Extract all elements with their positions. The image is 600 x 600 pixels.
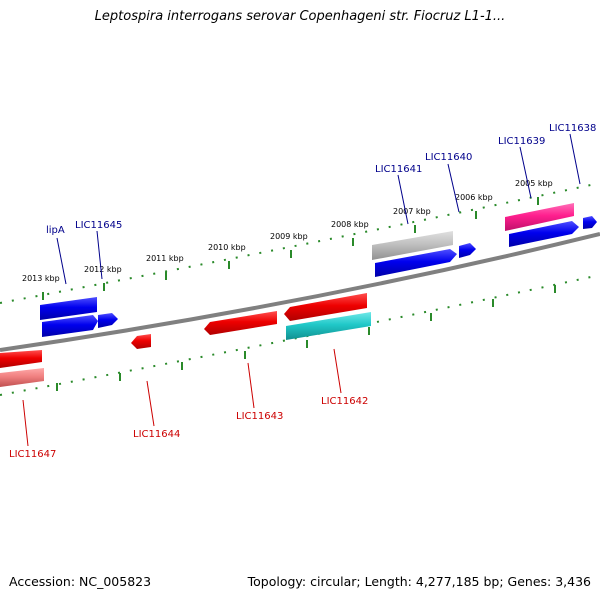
ruler-forward-track — [0, 182, 600, 304]
gene-label-lipa[interactable]: lipA — [46, 225, 65, 236]
gene-arrow-lic11647-faded[interactable] — [0, 368, 44, 387]
gene-label-lic11640[interactable]: LIC11640 — [425, 152, 472, 163]
ruler-label-2006: 2006 kbp — [455, 193, 493, 202]
genome-stats-text: Topology: circular; Length: 4,277,185 bp… — [247, 574, 591, 589]
gene-arrow-lic11639[interactable] — [509, 221, 579, 247]
gene-label-lic11644[interactable]: LIC11644 — [133, 429, 180, 440]
gene-label-lic11645[interactable]: LIC11645 — [75, 220, 122, 231]
ruler-reverse-ticks — [56, 285, 556, 391]
gene-arrow-lic11644[interactable] — [131, 334, 151, 349]
gene-label-lic11641[interactable]: LIC11641 — [375, 164, 422, 175]
genome-backbone — [0, 232, 600, 352]
gene-arrow-lic11641-pseudo[interactable] — [372, 231, 453, 260]
ruler-label-2007: 2007 kbp — [393, 207, 431, 216]
gene-label-lic11642[interactable]: LIC11642 — [321, 396, 368, 407]
leader-line-lic11641 — [397, 174, 409, 225]
map-title: Leptospira interrogans serovar Copenhage… — [94, 9, 506, 24]
ruler-forward-ticks — [42, 197, 539, 300]
ruler-label-2009: 2009 kbp — [270, 232, 308, 241]
ruler-label-2008: 2008 kbp — [331, 220, 369, 229]
gene-arrow-small-fwd-b[interactable] — [459, 243, 476, 258]
leader-line-lic11645 — [96, 230, 103, 280]
gene-arrow-lic11638[interactable] — [583, 216, 597, 229]
gene-label-lic11643[interactable]: LIC11643 — [236, 411, 283, 422]
ruler-reverse-track — [0, 274, 600, 396]
gene-arrow-lipa[interactable] — [40, 297, 97, 320]
gene-label-lic11639[interactable]: LIC11639 — [498, 136, 545, 147]
reverse-label-leaders — [22, 348, 342, 447]
forward-label-leaders — [56, 133, 581, 285]
gene-arrow-lic11647[interactable] — [0, 350, 42, 368]
gene-arrow-lic11642-rna[interactable] — [286, 312, 371, 340]
ruler-label-2012: 2012 kbp — [84, 265, 122, 274]
leader-line-lipa — [56, 237, 67, 285]
leader-line-lic11644 — [146, 380, 155, 427]
ruler-label-2010: 2010 kbp — [208, 243, 246, 252]
gene-arrow-small-fwd-a[interactable] — [98, 313, 118, 328]
leader-line-lic11639 — [519, 146, 532, 199]
ruler-label-2005: 2005 kbp — [515, 179, 553, 188]
ruler-label-2011: 2011 kbp — [146, 254, 184, 263]
gene-label-lic11638[interactable]: LIC11638 — [549, 123, 596, 134]
gene-arrow-lic11642[interactable] — [284, 293, 367, 321]
leader-line-lic11640 — [447, 163, 460, 213]
gene-arrow-lic11639-highlight[interactable] — [505, 203, 574, 231]
leader-line-lic11647 — [22, 399, 29, 447]
gene-arrow-lic11641[interactable] — [375, 249, 457, 277]
leader-line-lic11638 — [569, 133, 581, 185]
gene-arrow-lic11643[interactable] — [204, 311, 277, 335]
leader-line-lic11642 — [333, 348, 342, 394]
gene-label-lic11647[interactable]: LIC11647 — [9, 449, 56, 460]
leader-line-lic11643 — [247, 362, 255, 409]
gene-arrow-lic11645[interactable] — [42, 315, 98, 337]
ruler-label-2013: 2013 kbp — [22, 274, 60, 283]
accession-text: Accession: NC_005823 — [9, 574, 152, 589]
